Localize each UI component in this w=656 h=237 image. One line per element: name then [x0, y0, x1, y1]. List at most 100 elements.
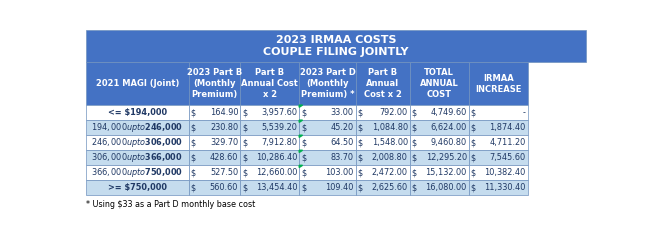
Text: <= $194,000: <= $194,000: [108, 108, 167, 117]
Text: $: $: [471, 183, 476, 192]
Text: 9,460.80: 9,460.80: [430, 138, 466, 147]
Bar: [86, 120, 189, 135]
Text: $: $: [358, 183, 363, 192]
Bar: [410, 105, 469, 120]
Text: 83.70: 83.70: [331, 153, 354, 162]
Text: $366,000 up to $750,000: $366,000 up to $750,000: [91, 166, 184, 179]
Text: 13,454.40: 13,454.40: [256, 183, 297, 192]
Bar: [240, 105, 299, 120]
Bar: [410, 165, 469, 180]
Text: 6,624.00: 6,624.00: [430, 123, 466, 132]
Bar: [240, 180, 299, 196]
Text: $: $: [358, 108, 363, 117]
Bar: [356, 62, 410, 105]
Bar: [240, 62, 299, 105]
Text: >= $750,000: >= $750,000: [108, 183, 167, 192]
Text: 1,874.40: 1,874.40: [489, 123, 525, 132]
Bar: [240, 135, 299, 150]
Bar: [469, 120, 528, 135]
Bar: [356, 150, 410, 165]
Text: $: $: [301, 108, 306, 117]
Bar: [356, 135, 410, 150]
Text: $306,000 up to $366,000: $306,000 up to $366,000: [91, 151, 183, 164]
Bar: [189, 180, 240, 196]
Text: -: -: [523, 108, 525, 117]
Bar: [410, 150, 469, 165]
Text: $: $: [471, 108, 476, 117]
Text: $: $: [301, 138, 306, 147]
Text: 164.90: 164.90: [210, 108, 238, 117]
Polygon shape: [299, 135, 302, 137]
Text: $: $: [242, 108, 247, 117]
Text: 2023 IRMAA COSTS
COUPLE FILING JOINTLY: 2023 IRMAA COSTS COUPLE FILING JOINTLY: [264, 35, 409, 57]
Text: 12,295.20: 12,295.20: [426, 153, 466, 162]
Bar: [356, 165, 410, 180]
Bar: [299, 150, 356, 165]
Polygon shape: [299, 150, 302, 152]
Bar: [189, 105, 240, 120]
Text: 12,660.00: 12,660.00: [256, 168, 297, 177]
Text: $: $: [471, 153, 476, 162]
Text: 2,472.00: 2,472.00: [372, 168, 408, 177]
Text: 103.00: 103.00: [325, 168, 354, 177]
Text: 1,084.80: 1,084.80: [371, 123, 408, 132]
Text: $: $: [191, 138, 195, 147]
Text: $: $: [412, 168, 417, 177]
Bar: [356, 120, 410, 135]
Text: 230.80: 230.80: [210, 123, 238, 132]
Bar: [299, 135, 356, 150]
Text: Part B
Annual
Cost x 2: Part B Annual Cost x 2: [364, 68, 401, 99]
Text: $: $: [242, 138, 247, 147]
Bar: [356, 105, 410, 120]
Text: $: $: [191, 108, 195, 117]
Bar: [189, 150, 240, 165]
Bar: [86, 150, 189, 165]
Text: 10,382.40: 10,382.40: [485, 168, 525, 177]
Text: $: $: [191, 168, 195, 177]
Text: $194,000 up to $246,000: $194,000 up to $246,000: [91, 121, 184, 134]
Text: $: $: [471, 123, 476, 132]
Text: 109.40: 109.40: [325, 183, 354, 192]
Polygon shape: [299, 120, 302, 122]
Text: $: $: [191, 123, 195, 132]
Text: $: $: [191, 153, 195, 162]
Bar: [356, 180, 410, 196]
Bar: [469, 135, 528, 150]
Text: * Using $33 as a Part D monthly base cost: * Using $33 as a Part D monthly base cos…: [86, 200, 255, 209]
Bar: [189, 120, 240, 135]
Bar: [86, 135, 189, 150]
Text: 11,330.40: 11,330.40: [484, 183, 525, 192]
Bar: [86, 105, 189, 120]
Text: 7,545.60: 7,545.60: [489, 153, 525, 162]
Text: $: $: [242, 123, 247, 132]
Text: 4,749.60: 4,749.60: [430, 108, 466, 117]
Text: 527.50: 527.50: [210, 168, 238, 177]
Text: $: $: [412, 183, 417, 192]
Text: $: $: [412, 108, 417, 117]
Text: $: $: [191, 183, 195, 192]
Bar: [189, 165, 240, 180]
Text: $: $: [242, 168, 247, 177]
Bar: [410, 135, 469, 150]
Text: 5,539.20: 5,539.20: [261, 123, 297, 132]
Text: 16,080.00: 16,080.00: [426, 183, 466, 192]
Bar: [469, 62, 528, 105]
Text: 7,912.80: 7,912.80: [261, 138, 297, 147]
Text: $246,000 up to $306,000: $246,000 up to $306,000: [91, 136, 184, 149]
Polygon shape: [299, 105, 302, 107]
Bar: [469, 150, 528, 165]
Text: 33.00: 33.00: [331, 108, 354, 117]
Bar: [469, 105, 528, 120]
Bar: [299, 165, 356, 180]
Text: 2021 MAGI (Joint): 2021 MAGI (Joint): [96, 79, 179, 88]
Bar: [469, 165, 528, 180]
Text: 2,008.80: 2,008.80: [372, 153, 408, 162]
Text: $: $: [301, 168, 306, 177]
Text: $: $: [242, 183, 247, 192]
Text: $: $: [358, 168, 363, 177]
Text: $: $: [242, 153, 247, 162]
Bar: [86, 30, 586, 62]
Text: $: $: [301, 183, 306, 192]
Bar: [410, 180, 469, 196]
Text: IRMAA
INCREASE: IRMAA INCREASE: [475, 74, 522, 94]
